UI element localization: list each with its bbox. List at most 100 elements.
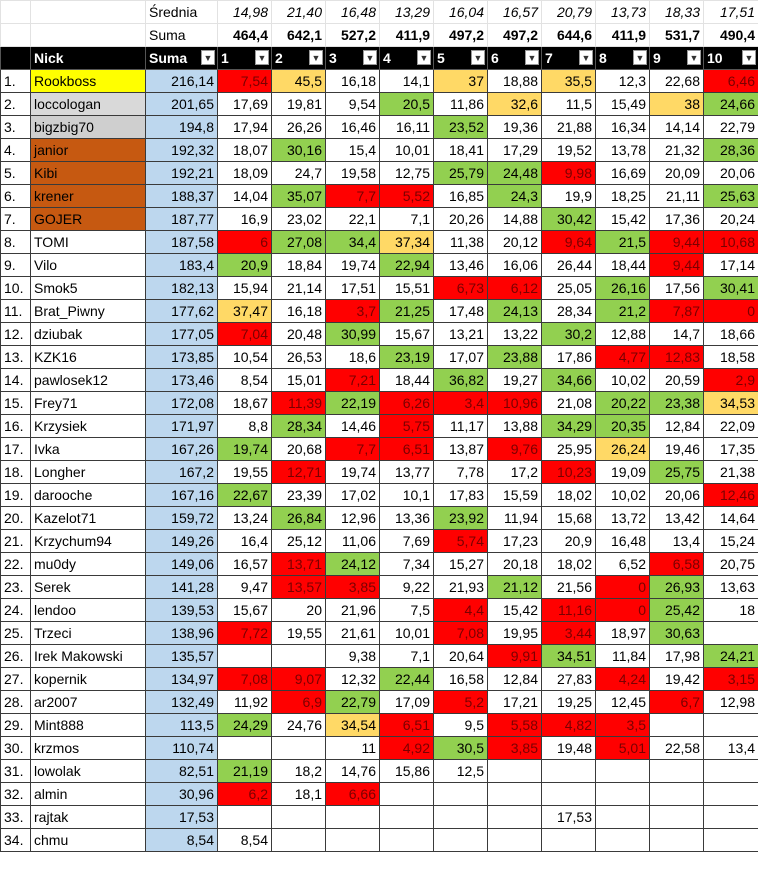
score: 6,73 — [433, 276, 488, 300]
total: 17,53 — [145, 805, 218, 829]
score: 14,76 — [325, 759, 380, 783]
score: 9,07 — [271, 667, 326, 691]
rank: 25. — [0, 621, 31, 645]
score: 18,07 — [217, 138, 272, 162]
score — [541, 782, 596, 806]
score: 11,17 — [433, 414, 488, 438]
score: 6,58 — [649, 552, 704, 576]
rank: 3. — [0, 115, 31, 139]
data-row: 16. Krzysiek 171,97 8,8 28,34 14,46 5,75 11,17 1… — [0, 414, 758, 438]
score: 7,08 — [217, 667, 272, 691]
score: 6 — [217, 230, 272, 254]
score: 20,48 — [271, 322, 326, 346]
score: 14,1 — [379, 69, 434, 93]
total: 138,96 — [145, 621, 218, 645]
score: 5,75 — [379, 414, 434, 438]
header-cell: 4 ▼ — [379, 46, 434, 70]
score: 23,92 — [433, 506, 488, 530]
score: 6,7 — [649, 690, 704, 714]
score: 4,24 — [595, 667, 650, 691]
data-row: 21. Krzychum94 149,26 16,4 25,12 11,06 7,69 5,7… — [0, 529, 758, 553]
score: 10,01 — [379, 621, 434, 645]
summary-value: 497,2 — [433, 23, 488, 47]
score: 34,66 — [541, 368, 596, 392]
score: 18,09 — [217, 161, 272, 185]
score: 22,44 — [379, 667, 434, 691]
data-row: 10. Smok5 182,13 15,94 21,14 17,51 15,51 6,73 6,… — [0, 276, 758, 300]
score: 22,79 — [325, 690, 380, 714]
data-row: 26. Irek Makowski 135,57 9,38 7,1 20,64 9,91 34… — [0, 644, 758, 668]
summary-value: 497,2 — [487, 23, 542, 47]
score: 17,35 — [703, 437, 758, 461]
filter-button[interactable]: ▼ — [363, 50, 377, 65]
score: 14,7 — [649, 322, 704, 346]
nick: pawlosek12 — [30, 368, 146, 392]
score: 15,27 — [433, 552, 488, 576]
total: 177,62 — [145, 299, 218, 323]
score: 7,72 — [217, 621, 272, 645]
score — [271, 644, 326, 668]
score: 22,09 — [703, 414, 758, 438]
filter-button[interactable]: ▼ — [633, 50, 647, 65]
score: 12,96 — [325, 506, 380, 530]
score: 20 — [271, 598, 326, 622]
filter-button[interactable]: ▼ — [525, 50, 539, 65]
rank: 13. — [0, 345, 31, 369]
score: 25,79 — [433, 161, 488, 185]
data-row: 4. janior 192,32 18,07 30,16 15,4 10,01 18,41 17… — [0, 138, 758, 162]
filter-button[interactable]: ▼ — [471, 50, 485, 65]
nick: Irek Makowski — [30, 644, 146, 668]
score: 20,68 — [271, 437, 326, 461]
score: 24,48 — [487, 161, 542, 185]
score: 19,09 — [595, 460, 650, 484]
score: 10,02 — [595, 368, 650, 392]
score: 27,83 — [541, 667, 596, 691]
score: 7,21 — [325, 368, 380, 392]
score: 26,16 — [595, 276, 650, 300]
filter-button[interactable]: ▼ — [417, 50, 431, 65]
score: 6,26 — [379, 391, 434, 415]
nick: kopernik — [30, 667, 146, 691]
total: 159,72 — [145, 506, 218, 530]
filter-button[interactable]: ▼ — [742, 50, 756, 65]
total: 172,08 — [145, 391, 218, 415]
score: 18,2 — [271, 759, 326, 783]
data-row: 25. Trzeci 138,96 7,72 19,55 21,61 10,01 7,08 19… — [0, 621, 758, 645]
score: 17,56 — [649, 276, 704, 300]
header-cell: 8 ▼ — [595, 46, 650, 70]
summary-value: 14,98 — [217, 0, 272, 24]
filter-button[interactable]: ▼ — [687, 50, 701, 65]
filter-button[interactable]: ▼ — [255, 50, 269, 65]
nick: janior — [30, 138, 146, 162]
score: 20,24 — [703, 207, 758, 231]
score: 17,86 — [541, 345, 596, 369]
nick: almin — [30, 782, 146, 806]
score: 16,85 — [433, 184, 488, 208]
summary-value: 642,1 — [271, 23, 326, 47]
rank: 20. — [0, 506, 31, 530]
filter-button[interactable]: ▼ — [579, 50, 593, 65]
score — [703, 805, 758, 829]
score: 15,86 — [379, 759, 434, 783]
score: 21,61 — [325, 621, 380, 645]
data-row: 3. bigzbig70 194,8 17,94 26,26 16,46 16,11 23,5… — [0, 115, 758, 139]
nick: rajtak — [30, 805, 146, 829]
data-row: 9. Vilo 183,4 20,9 18,84 19,74 22,94 13,46 16,06… — [0, 253, 758, 277]
score: 0 — [595, 575, 650, 599]
score: 17,53 — [541, 805, 596, 829]
filter-button[interactable]: ▼ — [201, 50, 215, 65]
score: 8,54 — [217, 368, 272, 392]
score: 17,14 — [703, 253, 758, 277]
score: 11,92 — [217, 690, 272, 714]
score — [595, 805, 650, 829]
header-cell: 1 ▼ — [217, 46, 272, 70]
total: 167,26 — [145, 437, 218, 461]
score: 24,29 — [217, 713, 272, 737]
nick: Ivka — [30, 437, 146, 461]
score: 15,67 — [217, 598, 272, 622]
score: 26,44 — [541, 253, 596, 277]
filter-button[interactable]: ▼ — [309, 50, 323, 65]
score: 15,68 — [541, 506, 596, 530]
score: 14,88 — [487, 207, 542, 231]
score: 34,51 — [541, 644, 596, 668]
